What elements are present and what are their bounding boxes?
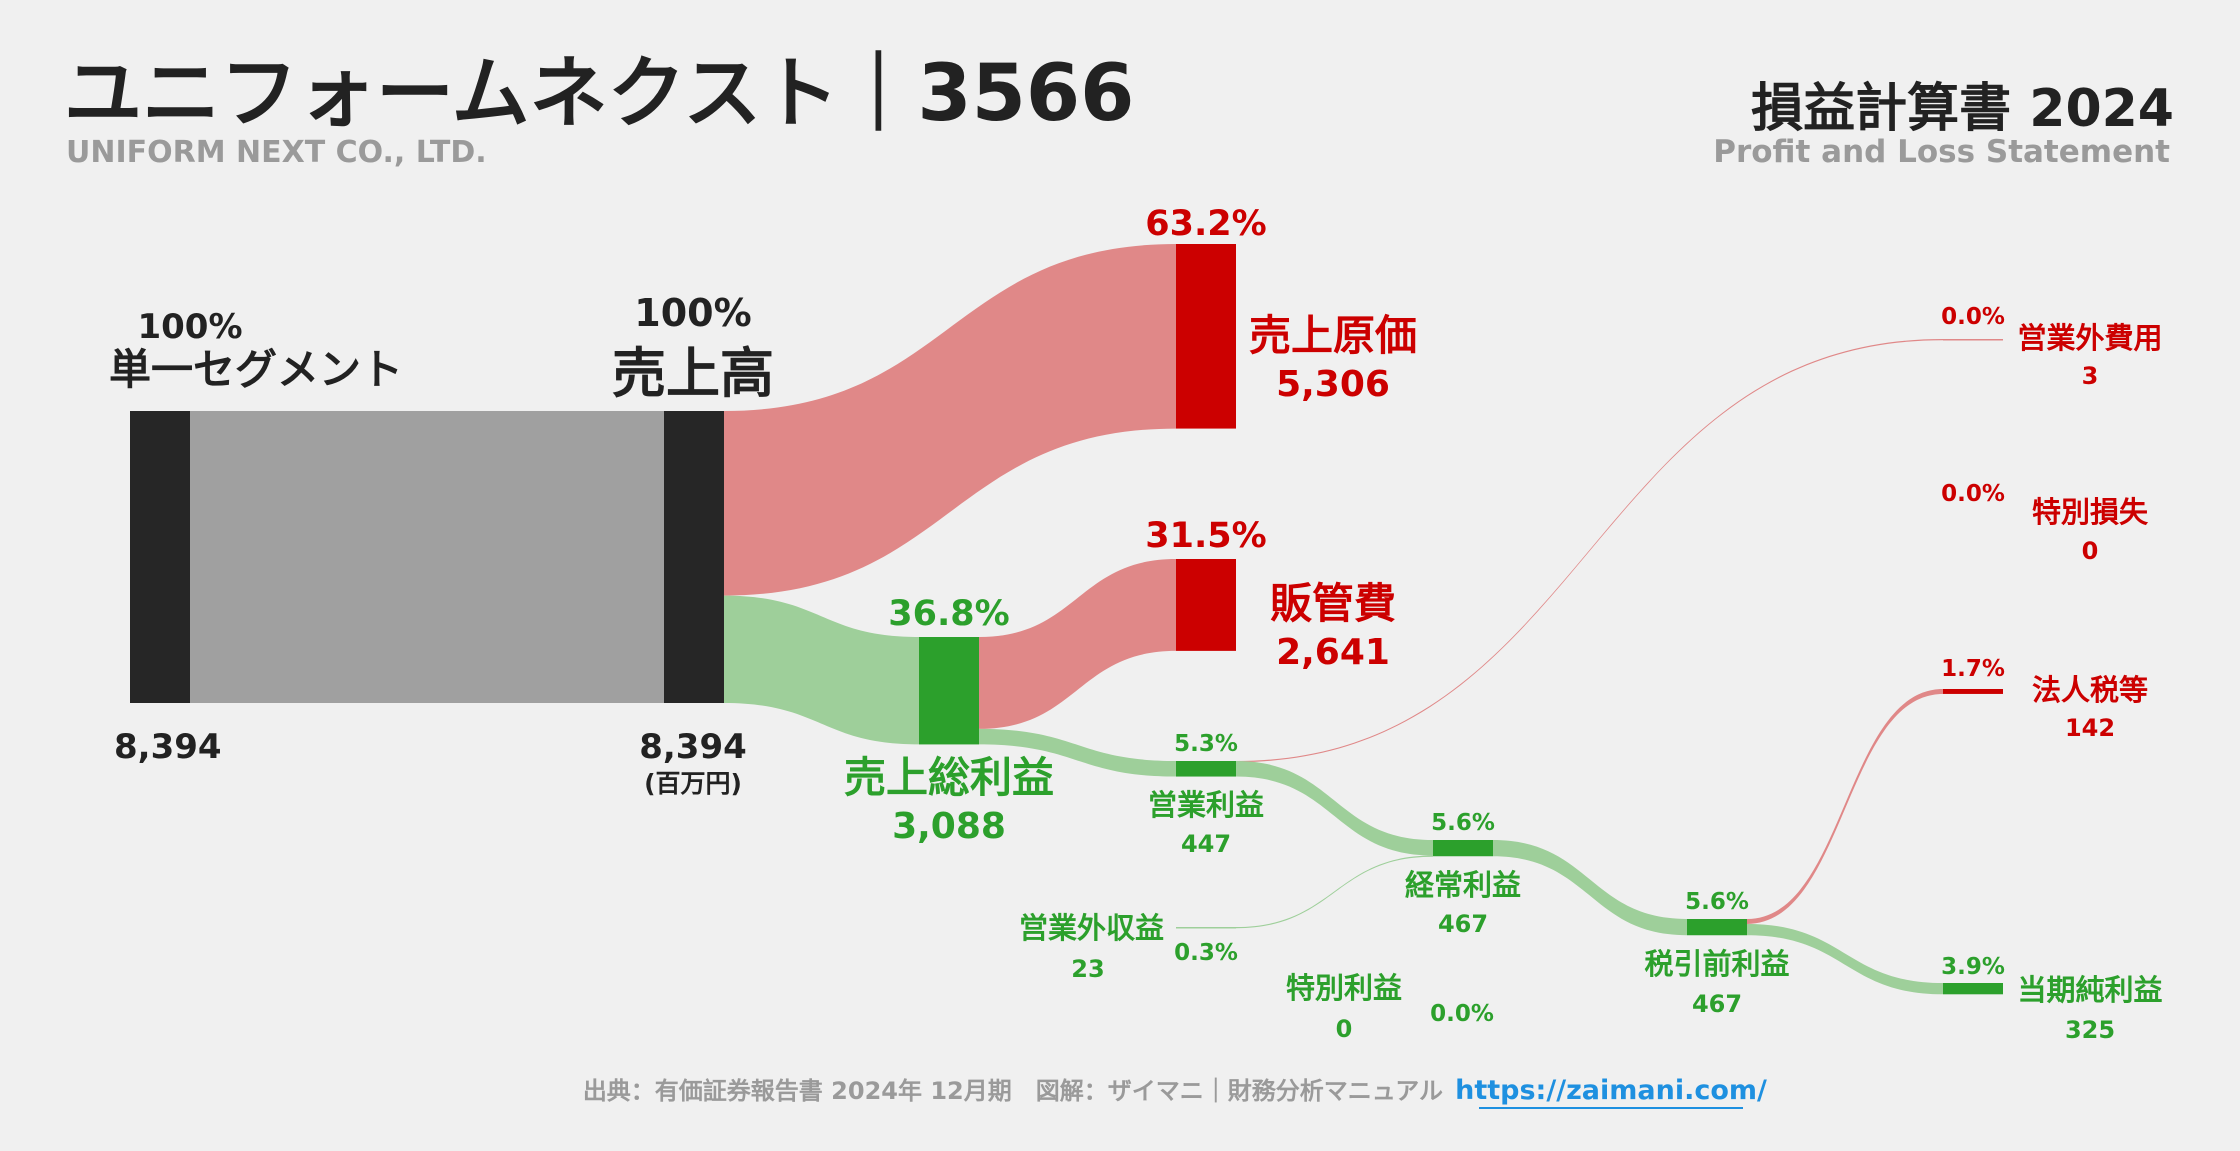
ordinary-value: 467: [1438, 910, 1488, 938]
flow-pretax-tax: [1747, 689, 1943, 924]
tax-label: 法人税等: [2032, 673, 2148, 707]
node-nonop-expense: [1943, 339, 2003, 341]
extra-gain-label: 特別利益: [1286, 971, 1402, 1005]
node-pretax: [1687, 919, 1747, 936]
pretax-label: 税引前利益: [1644, 947, 1789, 981]
node-nonop-income: [1176, 927, 1236, 929]
source-note: 出典：有価証券報告書 2024年 12月期 図解：ザイマニ｜財務分析マニュアル: [583, 1077, 1443, 1105]
nodes: [130, 244, 2003, 995]
nonop-income-pct: 0.3%: [1174, 940, 1238, 966]
cogs-label: 売上原価: [1249, 311, 1417, 360]
extra-loss-pct: 0.0%: [1941, 481, 2005, 507]
company-title: ユニフォームネクスト｜3566: [64, 49, 1134, 139]
node-segment: [130, 411, 190, 703]
ordinary-label: 経常利益: [1405, 868, 1521, 902]
flow-gross-sga: [979, 559, 1176, 729]
node-sga: [1176, 559, 1236, 651]
op-value: 447: [1181, 830, 1231, 858]
statement-subtitle: Profit and Loss Statement: [1713, 134, 2170, 170]
node-tax: [1943, 689, 2003, 694]
sga-pct: 31.5%: [1145, 516, 1266, 556]
pretax-pct: 5.6%: [1685, 889, 1749, 915]
flow-ordinary-pretax: [1493, 840, 1687, 936]
site-link-text[interactable]: https://zaimani.com/: [1455, 1075, 1767, 1106]
ordinary-pct: 5.6%: [1431, 810, 1495, 836]
site-link-underline: [1479, 1107, 1743, 1109]
nonop-income-label: 営業外収益: [1019, 911, 1164, 945]
gross-pct: 36.8%: [888, 594, 1009, 634]
gross-label: 売上総利益: [844, 753, 1054, 802]
tax-value: 142: [2065, 714, 2115, 742]
nonop-expense-label: 営業外費用: [2017, 321, 2162, 355]
revenue-value: 8,394: [639, 727, 747, 767]
node-op: [1176, 761, 1236, 777]
nonop-income-value: 23: [1071, 955, 1104, 983]
company-subtitle: UNIFORM NEXT CO., LTD.: [66, 135, 487, 170]
gross-value: 3,088: [892, 806, 1006, 847]
cogs-pct: 63.2%: [1145, 204, 1266, 244]
pretax-value: 467: [1692, 990, 1742, 1018]
cogs-value: 5,306: [1276, 364, 1390, 405]
extra-loss-label: 特別損失: [2032, 495, 2149, 529]
unit-label: (百万円): [644, 769, 742, 798]
net-pct: 3.9%: [1941, 954, 2005, 980]
flow-gross-op: [979, 728, 1176, 777]
op-pct: 5.3%: [1174, 731, 1238, 757]
node-revenue: [664, 411, 724, 703]
net-value: 325: [2065, 1016, 2115, 1044]
nonop-expense-value: 3: [2082, 362, 2099, 390]
net-label: 当期純利益: [2017, 973, 2162, 1007]
extra-loss-value: 0: [2082, 537, 2099, 565]
sga-value: 2,641: [1276, 632, 1390, 673]
tax-pct: 1.7%: [1941, 656, 2005, 682]
revenue-pct: 100%: [634, 291, 751, 335]
flow-nonop-income-ordinary: [1236, 855, 1433, 929]
op-label: 営業利益: [1148, 788, 1264, 822]
flow-revenue-gross: [724, 595, 919, 745]
nonop-expense-pct: 0.0%: [1941, 304, 2005, 330]
sga-label: 販管費: [1270, 579, 1396, 628]
extra-gain-pct: 0.0%: [1430, 1001, 1494, 1027]
node-net: [1943, 983, 2003, 995]
segment-label: 単一セグメント: [109, 345, 403, 394]
segment-pct: 100%: [137, 307, 242, 347]
flows: [190, 244, 1943, 995]
flow-op-ordinary: [1236, 761, 1433, 856]
node-gross: [919, 637, 979, 745]
segment-value: 8,394: [114, 727, 222, 767]
flow-pretax-net: [1747, 923, 1943, 995]
flow-segment-revenue: [190, 411, 664, 703]
node-ordinary: [1433, 840, 1493, 857]
extra-gain-value: 0: [1336, 1015, 1353, 1043]
site-link[interactable]: https://zaimani.com/: [1455, 1075, 1767, 1106]
flow-op-nonop-expense: [1236, 339, 1943, 763]
node-cogs: [1176, 244, 1236, 429]
flow-revenue-cogs: [724, 244, 1176, 596]
revenue-label: 売上高: [612, 342, 774, 405]
statement-title: 損益計算書 2024: [1751, 79, 2174, 139]
